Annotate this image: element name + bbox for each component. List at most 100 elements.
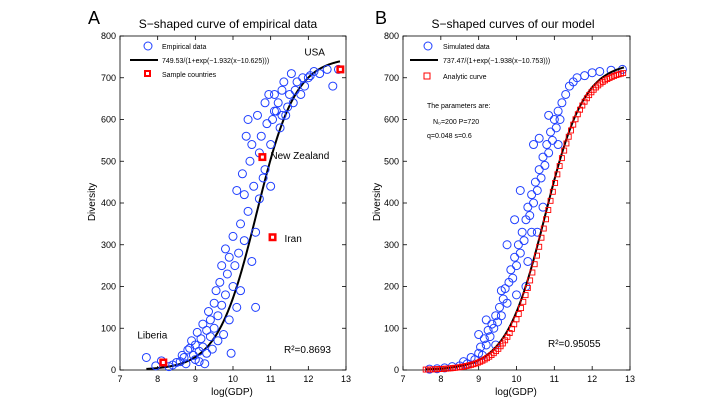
data-point <box>529 198 539 208</box>
analytic-point <box>533 252 540 259</box>
x-tick-label: 8 <box>438 374 443 384</box>
data-point <box>217 300 227 310</box>
data-point <box>222 269 232 279</box>
data-point <box>217 261 227 271</box>
data-point <box>517 227 527 237</box>
data-point <box>194 357 204 367</box>
analytic-point <box>554 171 561 178</box>
data-point <box>515 248 525 258</box>
panel-b-points <box>424 64 627 374</box>
panel-a-legend: Empirical data 749.53/(1+exp(−1.932(x−10… <box>130 41 269 79</box>
panel-a-title: S−shaped curve of empirical data <box>139 17 318 31</box>
analytic-point <box>522 292 529 299</box>
analytic-point <box>531 261 538 268</box>
analytic-point <box>552 179 559 186</box>
data-point <box>219 330 229 340</box>
y-tick-label: 500 <box>384 156 399 166</box>
analytic-point <box>547 197 554 204</box>
data-point <box>286 69 296 79</box>
data-point <box>288 98 298 108</box>
x-tick-label: 10 <box>511 374 521 384</box>
data-point <box>220 290 230 300</box>
highlight-label: USA <box>304 47 325 58</box>
x-tick-label: 12 <box>303 374 313 384</box>
data-point <box>296 89 306 99</box>
data-point <box>536 173 546 183</box>
data-point <box>251 227 261 237</box>
data-point <box>172 357 181 367</box>
params-title: The parameters are: <box>427 103 490 110</box>
data-point <box>555 115 565 124</box>
analytic-point <box>520 298 527 305</box>
x-tick-label: 13 <box>341 374 351 384</box>
data-point <box>491 311 501 321</box>
data-point <box>249 181 259 191</box>
data-point <box>273 98 283 108</box>
data-point <box>247 140 257 150</box>
data-point <box>243 115 253 124</box>
data-point <box>271 106 281 116</box>
data-point <box>177 350 187 360</box>
data-point <box>532 185 542 195</box>
legend-sample-marker-inner <box>146 72 149 75</box>
data-point <box>534 165 544 175</box>
analytic-point <box>518 305 524 312</box>
y-tick-label: 300 <box>101 240 116 250</box>
data-point <box>268 115 278 124</box>
x-tick-label: 11 <box>266 374 275 384</box>
fit-curve <box>425 66 625 371</box>
panel-a-curve-group <box>146 60 341 370</box>
analytic-point <box>558 155 565 162</box>
data-point <box>211 286 221 296</box>
analytic-point <box>563 140 570 147</box>
data-point <box>553 140 563 150</box>
y-tick-label: 100 <box>384 323 399 333</box>
data-point <box>224 252 234 262</box>
x-tick-label: 12 <box>587 374 597 384</box>
legend-empirical-label: Empirical data <box>162 44 206 51</box>
data-point <box>595 66 605 76</box>
highlight-marker-inner <box>161 360 165 364</box>
analytic-point <box>545 207 552 213</box>
panel-b-ylabel: Diversity <box>372 183 383 221</box>
data-point <box>183 345 193 355</box>
data-point <box>510 215 520 225</box>
data-point <box>523 202 533 212</box>
highlight-marker-inner <box>260 155 264 159</box>
params-line-2: q=0.048 s=0.6 <box>427 133 472 140</box>
y-tick-label: 0 <box>394 365 399 375</box>
data-point <box>285 89 294 99</box>
data-point <box>515 185 525 195</box>
data-point <box>485 332 495 342</box>
data-point <box>277 110 287 120</box>
data-point <box>260 98 270 108</box>
data-point <box>275 123 285 133</box>
panel-b-xlabel: log(GDP) <box>495 387 537 398</box>
analytic-point <box>549 188 556 195</box>
data-point <box>322 64 332 74</box>
data-point <box>247 256 257 266</box>
analytic-point <box>536 243 543 250</box>
panel-a-label: A <box>88 8 100 28</box>
data-point <box>234 248 244 258</box>
highlight-marker-inner <box>271 235 275 239</box>
x-tick-label: 11 <box>550 374 559 384</box>
highlight-label: New Zealand <box>270 151 329 162</box>
panel-b-ticks: 7 8 9 10 11 12 13 0 100 200 300 400 500 600 700 800 <box>384 31 635 384</box>
data-point <box>525 211 535 221</box>
data-point <box>207 344 217 354</box>
legend-sample-label: Sample countries <box>162 72 217 79</box>
data-point <box>269 89 279 99</box>
panel-b-r2: R²=0.95055 <box>548 339 601 350</box>
data-point <box>254 194 264 204</box>
data-point <box>239 190 249 200</box>
fit-curve <box>146 60 341 370</box>
data-point <box>245 156 255 166</box>
y-tick-label: 0 <box>111 365 116 375</box>
data-point <box>476 342 486 352</box>
y-tick-label: 200 <box>101 282 116 292</box>
data-point <box>220 244 230 254</box>
data-point <box>239 236 249 246</box>
